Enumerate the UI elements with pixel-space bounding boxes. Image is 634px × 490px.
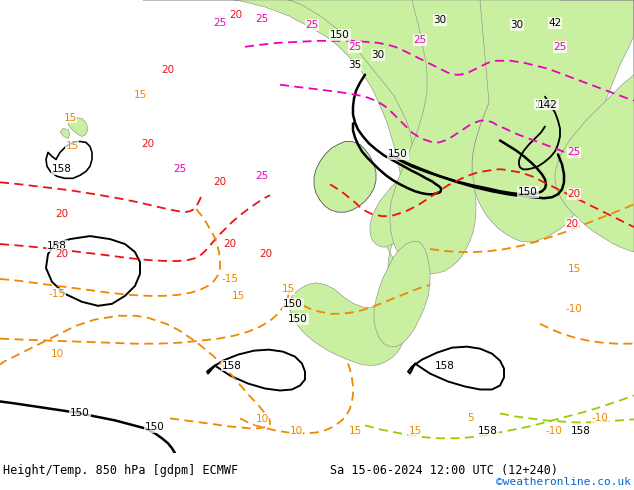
Text: 25: 25	[553, 42, 567, 52]
Text: 10: 10	[290, 426, 302, 436]
Text: 150: 150	[145, 422, 165, 432]
Text: 20: 20	[55, 209, 68, 219]
Polygon shape	[374, 241, 430, 346]
Text: 20: 20	[223, 239, 236, 249]
Text: -10: -10	[566, 304, 583, 314]
Text: 15: 15	[231, 291, 245, 301]
Text: -15: -15	[221, 274, 238, 284]
Text: 150: 150	[288, 314, 308, 324]
Text: 15: 15	[408, 426, 422, 436]
Text: 25: 25	[306, 20, 319, 30]
Text: 150: 150	[388, 149, 408, 159]
Polygon shape	[555, 0, 634, 252]
Text: 150: 150	[518, 187, 538, 197]
Text: 10: 10	[51, 348, 63, 359]
Text: 20: 20	[214, 177, 226, 187]
Text: 15: 15	[281, 284, 295, 294]
Text: 150: 150	[330, 30, 350, 40]
Text: 25: 25	[214, 18, 226, 28]
Text: 35: 35	[348, 60, 361, 70]
Text: 158: 158	[47, 241, 67, 251]
Polygon shape	[287, 0, 634, 247]
Text: 20: 20	[141, 140, 155, 149]
Text: 158: 158	[478, 426, 498, 436]
Text: Height/Temp. 850 hPa [gdpm] ECMWF: Height/Temp. 850 hPa [gdpm] ECMWF	[3, 464, 238, 477]
Text: 15: 15	[133, 90, 146, 99]
Text: ©weatheronline.co.uk: ©weatheronline.co.uk	[496, 477, 631, 487]
Text: 15: 15	[63, 113, 77, 122]
Text: 30: 30	[372, 50, 385, 60]
Text: 20: 20	[259, 249, 273, 259]
Text: 15: 15	[348, 426, 361, 436]
Text: 30: 30	[434, 15, 446, 25]
Text: 158: 158	[222, 361, 242, 370]
Text: 10: 10	[256, 415, 269, 424]
Text: Sa 15-06-2024 12:00 UTC (12+240): Sa 15-06-2024 12:00 UTC (12+240)	[330, 464, 558, 477]
Text: 142: 142	[538, 99, 558, 110]
Text: 158: 158	[571, 426, 591, 436]
Text: 25: 25	[173, 164, 186, 174]
Text: 20: 20	[230, 10, 243, 20]
Text: 20: 20	[566, 219, 579, 229]
Polygon shape	[68, 118, 88, 137]
Text: 25: 25	[567, 147, 581, 157]
Polygon shape	[60, 128, 70, 139]
Text: 25: 25	[348, 42, 361, 52]
Text: 20: 20	[162, 65, 174, 75]
Text: 15: 15	[567, 264, 581, 274]
Text: 42: 42	[548, 18, 562, 28]
Text: -15: -15	[48, 289, 65, 299]
Text: -10: -10	[546, 426, 562, 436]
Text: 25: 25	[256, 172, 269, 181]
Polygon shape	[143, 0, 474, 366]
Polygon shape	[314, 142, 376, 212]
Text: 15: 15	[65, 142, 79, 151]
Text: 5: 5	[467, 414, 474, 423]
Text: -10: -10	[592, 414, 609, 423]
Text: 158: 158	[435, 361, 455, 370]
Text: 150: 150	[283, 299, 303, 309]
Text: 20: 20	[567, 189, 581, 199]
Text: 158: 158	[52, 164, 72, 174]
Text: 30: 30	[510, 20, 524, 30]
Text: 150: 150	[70, 408, 90, 418]
Text: 25: 25	[256, 14, 269, 24]
Text: 142: 142	[535, 99, 555, 110]
Text: 25: 25	[413, 35, 427, 45]
Polygon shape	[390, 0, 489, 274]
Text: 20: 20	[55, 249, 68, 259]
